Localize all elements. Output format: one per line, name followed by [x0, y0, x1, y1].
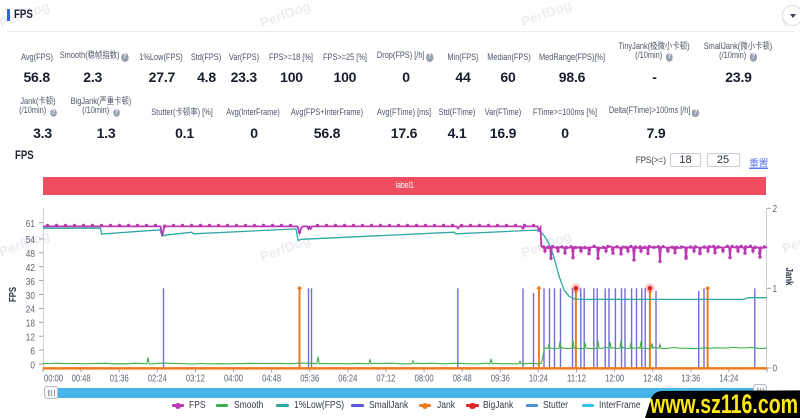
svg-text:04:00: 04:00: [224, 373, 243, 384]
svg-text:36: 36: [26, 277, 36, 288]
svg-text:24: 24: [26, 305, 36, 316]
svg-text:13:36: 13:36: [681, 373, 700, 384]
svg-text:00:00: 00:00: [44, 373, 63, 384]
svg-text:30: 30: [26, 291, 36, 302]
svg-text:42: 42: [26, 263, 36, 274]
svg-text:61: 61: [26, 219, 36, 230]
svg-text:06:24: 06:24: [338, 373, 357, 384]
svg-text:48: 48: [26, 249, 36, 260]
svg-text:07:12: 07:12: [376, 373, 395, 384]
svg-text:14:24: 14:24: [719, 373, 738, 384]
svg-text:12:48: 12:48: [643, 373, 662, 384]
svg-text:01:36: 01:36: [110, 373, 129, 384]
svg-text:1: 1: [773, 284, 778, 295]
svg-text:05:36: 05:36: [300, 373, 319, 384]
svg-text:6: 6: [30, 346, 35, 357]
svg-text:09:36: 09:36: [491, 373, 510, 384]
svg-text:02:24: 02:24: [148, 373, 167, 384]
svg-text:12: 12: [26, 333, 36, 344]
svg-text:12:00: 12:00: [605, 373, 624, 384]
svg-text:0: 0: [773, 364, 778, 375]
svg-text:11:12: 11:12: [567, 373, 586, 384]
svg-text:54: 54: [26, 235, 36, 246]
svg-text:03:12: 03:12: [186, 373, 205, 384]
svg-text:10:24: 10:24: [529, 373, 548, 384]
svg-text:08:00: 08:00: [415, 373, 434, 384]
svg-text:08:48: 08:48: [453, 373, 472, 384]
svg-text:0: 0: [30, 360, 35, 371]
svg-text:00:48: 00:48: [72, 373, 91, 384]
svg-text:04:48: 04:48: [262, 373, 281, 384]
svg-text:FPS: FPS: [8, 287, 19, 302]
svg-text:Jank: Jank: [783, 268, 794, 286]
svg-text:18: 18: [26, 319, 36, 330]
svg-text:2: 2: [773, 204, 778, 215]
